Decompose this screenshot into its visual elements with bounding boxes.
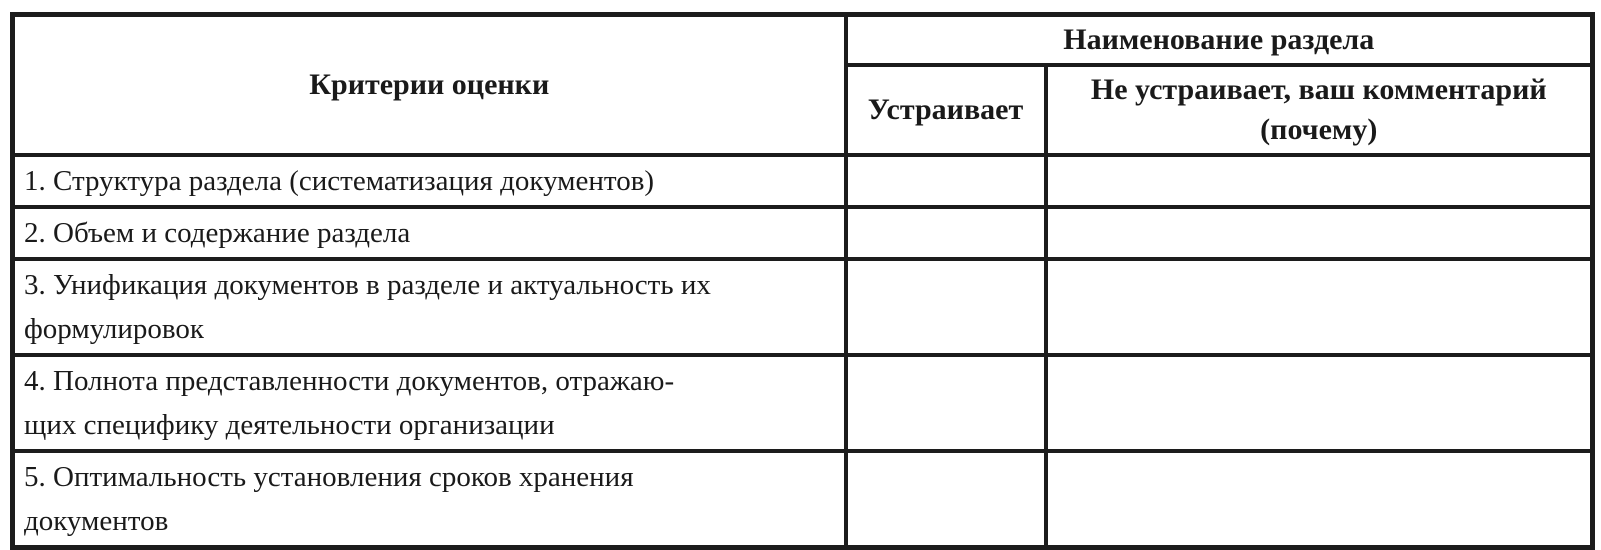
criterion-cell: 1. Структура раздела (систематизация док… — [10, 152, 848, 209]
header-row-sub: Устраивает Не устраивает, ваш комментари… — [13, 62, 1595, 157]
comment-answer-cell[interactable] — [1043, 204, 1595, 261]
comment-answer-cell[interactable] — [1043, 352, 1595, 453]
table-row: 1. Структура раздела (систематизация док… — [10, 152, 1595, 209]
evaluation-criteria-table: Критерии оценки Наименование раздела Уст… — [10, 12, 1596, 550]
comment-answer-cell[interactable] — [1043, 256, 1595, 357]
header-col-comment: Не устраивает, ваш комментарий (почему) — [1043, 62, 1595, 157]
ok-answer-cell[interactable] — [843, 256, 1048, 357]
ok-answer-cell[interactable] — [843, 152, 1048, 209]
table-row: 3. Унификация документов в разделе и акт… — [10, 256, 1595, 357]
header-row-top: Критерии оценки Наименование раздела — [10, 12, 1595, 157]
comment-answer-cell[interactable] — [1043, 448, 1595, 549]
table-row: 2. Объем и содержание раздела — [10, 204, 1595, 261]
criterion-cell: 3. Унификация документов в разделе и акт… — [10, 256, 848, 357]
comment-answer-cell[interactable] — [1043, 152, 1595, 209]
criterion-cell: 5. Оптимальность установления сроков хра… — [10, 448, 848, 549]
table-row: 5. Оптимальность установления сроков хра… — [10, 448, 1595, 549]
header-criteria: Критерии оценки — [10, 12, 848, 157]
criterion-cell: 2. Объем и содержание раздела — [10, 204, 848, 261]
ok-answer-cell[interactable] — [843, 352, 1048, 453]
table-row: 4. Полнота представленности документов, … — [10, 352, 1595, 453]
ok-answer-cell[interactable] — [843, 204, 1048, 261]
ok-answer-cell[interactable] — [843, 448, 1048, 549]
header-section-name: Наименование раздела — [843, 12, 1595, 67]
header-col-ok: Устраивает — [843, 62, 1048, 157]
criterion-cell: 4. Полнота представленности документов, … — [10, 352, 848, 453]
